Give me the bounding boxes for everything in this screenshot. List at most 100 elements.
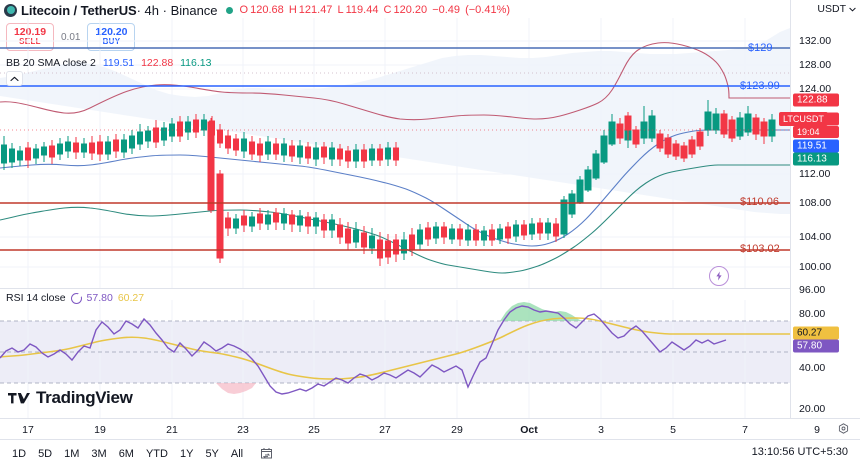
price-tag-bb-upper: 122.88: [793, 93, 839, 107]
price-axis-unit[interactable]: USDT: [817, 3, 856, 15]
price-tag-countdown: 19:04: [793, 126, 839, 138]
time-tick: 5: [670, 424, 676, 436]
pane-separator[interactable]: [0, 288, 790, 289]
sell-label: SELL: [19, 37, 41, 47]
price-tick-104: 104.00: [799, 231, 832, 243]
range-buttons: 1D 5D 1M 3M 6M YTD 1Y 5Y All: [6, 446, 274, 462]
bollinger-upper-value: 122.88: [141, 57, 174, 69]
ohlc-change: −0.49: [432, 4, 461, 16]
range-ytd[interactable]: YTD: [145, 447, 168, 460]
time-tick: 21: [166, 424, 178, 436]
price-tick-128: 128.00: [799, 59, 832, 71]
rsi-tick-40: 40.00: [799, 362, 826, 374]
buy-price: 120.20: [95, 26, 128, 39]
bollinger-basis-value: 119.51: [102, 57, 135, 69]
level-label-129[interactable]: $129: [748, 42, 773, 54]
bottom-toolbar: 1D 5D 1M 3M 6M YTD 1Y 5Y All 13:10:56 UT…: [0, 441, 860, 466]
level-label-10302[interactable]: $103.02: [740, 243, 780, 255]
symbol-meta[interactable]: · 4h · Binance: [136, 2, 218, 18]
price-chart-pane[interactable]: [0, 18, 790, 288]
rsi-settings-icon[interactable]: [70, 292, 82, 304]
bollinger-band-fill: [0, 28, 790, 214]
price-tick-108: 108.00: [799, 197, 832, 209]
range-all[interactable]: All: [230, 447, 244, 460]
range-3m[interactable]: 3M: [91, 447, 107, 460]
ohlc-change-pct: (−0.41%): [465, 4, 511, 16]
rsi-oversold-fill: [216, 383, 256, 394]
price-tick-124: 124.00: [799, 83, 832, 95]
price-chart-svg: [0, 18, 790, 288]
price-tick-132: 132.00: [799, 35, 832, 47]
price-tick-100: 100.00: [799, 261, 832, 273]
time-tick: 17: [22, 424, 34, 436]
time-tick: 19: [94, 424, 106, 436]
buy-button[interactable]: 120.20 BUY: [87, 23, 136, 51]
ohlc-open-value: 120.68: [250, 4, 284, 16]
range-1y[interactable]: 1Y: [179, 447, 194, 460]
time-settings-glyph: [838, 423, 849, 434]
buy-label: BUY: [102, 37, 121, 47]
rsi-line: [0, 305, 727, 395]
price-tag-bb-basis: 119.51: [793, 139, 839, 153]
price-tag-bb-lower: 116.13: [793, 152, 839, 166]
rsi-ma-line: [0, 317, 790, 380]
price-axis-unit-label: USDT: [817, 3, 846, 15]
ohlc-close-value: 120.20: [393, 4, 428, 16]
ohlc-close-label: C: [383, 4, 392, 16]
range-1m[interactable]: 1M: [64, 447, 80, 460]
ohlc-high-label: H: [288, 4, 297, 16]
ohlc-high-value: 121.47: [298, 4, 333, 16]
rsi-legend[interactable]: RSI 14 close 57.80 60.27: [6, 292, 144, 304]
rsi-legend-title: RSI 14 close: [6, 292, 66, 304]
rsi-tag-ma: 60.27: [793, 326, 839, 340]
ohlc-low-label: L: [337, 4, 344, 16]
range-5d[interactable]: 5D: [38, 447, 53, 460]
rsi-chart-pane[interactable]: [0, 300, 790, 418]
symbol-title[interactable]: Litecoin / TetherUS: [21, 2, 137, 18]
range-6m[interactable]: 6M: [118, 447, 134, 460]
lightning-alert-icon[interactable]: [709, 266, 729, 286]
time-tick-month: Oct: [520, 424, 538, 436]
chevron-down-icon: [849, 7, 856, 11]
ohlc-low-value: 119.44: [345, 4, 379, 16]
time-tick: 23: [237, 424, 249, 436]
time-axis[interactable]: 17 19 21 23 25 27 29 Oct 3 5 7 9: [0, 418, 860, 440]
range-5y[interactable]: 5Y: [205, 447, 219, 460]
price-tick-112: 112.00: [799, 168, 831, 180]
bollinger-upper-line: [0, 42, 790, 121]
rsi-tick-80: 80.00: [799, 308, 826, 320]
level-label-11006[interactable]: $110.06: [740, 196, 779, 208]
litecoin-logo: [4, 3, 17, 17]
lightning-glyph: [716, 271, 722, 281]
bollinger-legend[interactable]: BB 20 SMA close 2 119.51 122.88 116.13: [6, 57, 211, 69]
candlestick-series: [1, 100, 776, 266]
ohlc-values: O 120.68 H 121.47 L 119.44 C 120.20 −0.49 (−…: [240, 4, 513, 16]
chart-header: Litecoin / TetherUS · 4h · Binance O 120.…: [0, 0, 860, 20]
breakdown-candles: [207, 118, 224, 263]
bollinger-lower-value: 116.13: [180, 57, 212, 69]
ohlc-open-label: O: [239, 4, 249, 16]
date-range-icon[interactable]: [259, 447, 274, 461]
time-tick: 27: [379, 424, 391, 436]
spread-value: 0.01: [61, 31, 81, 43]
timezone-clock[interactable]: 13:10:56 UTC+5:30: [751, 446, 848, 458]
sell-price: 120.19: [13, 26, 47, 39]
price-axis[interactable]: USDT 132.00 128.00 124.00 112.00 108.00 …: [790, 0, 860, 418]
range-1d[interactable]: 1D: [12, 447, 27, 460]
price-tick-96: 96.00: [799, 284, 826, 296]
time-tick: 29: [451, 424, 463, 436]
time-tick: 9: [814, 424, 820, 436]
ticker-tag: LTCUSDT: [779, 112, 828, 126]
time-tick: 7: [742, 424, 748, 436]
rsi-tick-20: 20.00: [799, 403, 826, 415]
bollinger-lower-line: [0, 164, 790, 274]
time-tick: 25: [308, 424, 320, 436]
chevron-up-icon[interactable]: [6, 71, 23, 86]
level-label-12399[interactable]: $123.99: [740, 80, 780, 92]
time-settings-icon[interactable]: [837, 423, 850, 436]
rsi-chart-svg: [0, 300, 790, 418]
rsi-value: 57.80: [86, 292, 113, 304]
trade-panel: 120.19 SELL 0.01 120.20 BUY: [6, 23, 136, 51]
sell-button[interactable]: 120.19 SELL: [6, 23, 54, 51]
